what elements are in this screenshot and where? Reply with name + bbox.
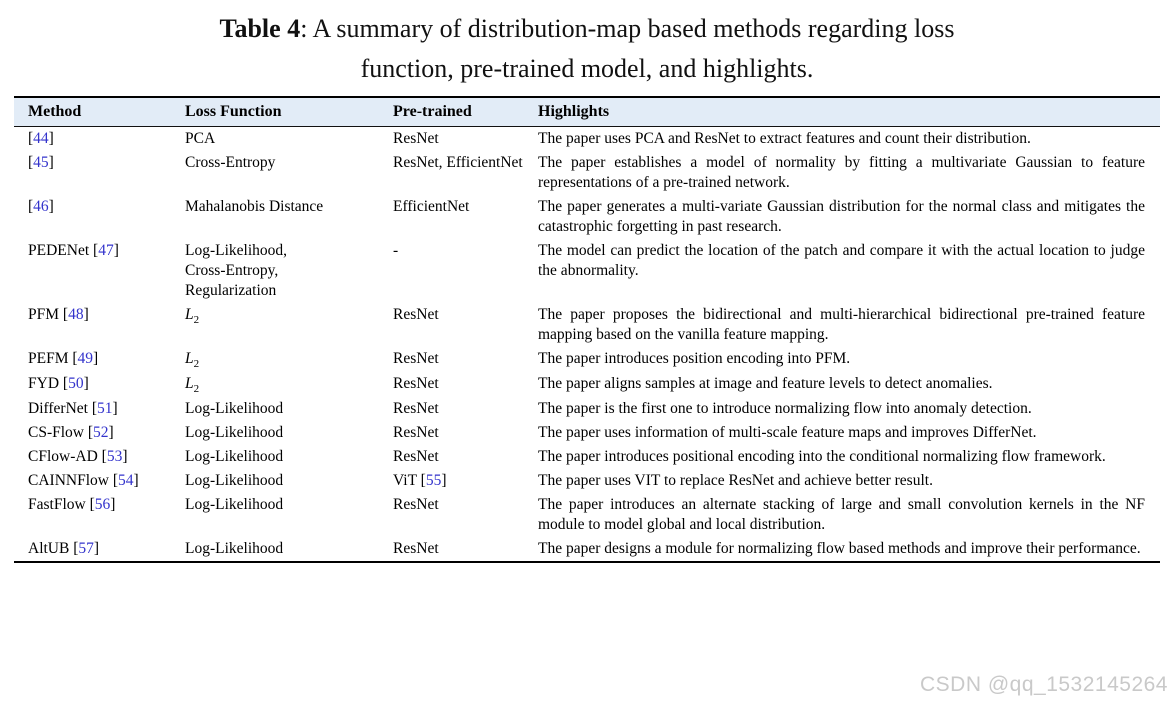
table-row: FastFlow [56] Log-Likelihood ResNet The pap…: [14, 493, 1160, 537]
table-row: CAINNFlow [54] Log-Likelihood ViT [55] The …: [14, 469, 1160, 493]
citation-link[interactable]: 49: [77, 350, 94, 367]
highlight-cell: The paper introduces an alternate stacki…: [538, 496, 1145, 534]
citation-link[interactable]: 50: [68, 375, 84, 393]
loss-cell: Log-Likelihood: [185, 472, 284, 490]
table-header-row: Method Loss Function Pre-trained Highlig…: [14, 97, 1160, 127]
table-caption: Table 4: A summary of distribution-map b…: [0, 0, 1174, 89]
pretrained-cell: ViT [55]: [393, 472, 447, 490]
highlight-cell: The paper aligns samples at image and fe…: [538, 375, 993, 393]
loss-cell: L2: [185, 350, 200, 371]
highlight-cell: The paper introduces position encoding i…: [538, 350, 851, 367]
highlight-cell: The paper uses VIT to replace ResNet and…: [538, 472, 933, 490]
highlight-cell: The paper is the first one to introduce …: [538, 400, 1032, 418]
table-row: DifferNet [51] Log-Likelihood ResNet The pa…: [14, 397, 1160, 421]
method-cell: [46]: [28, 198, 54, 215]
table-row: PFM [48] L2 ResNet The paper proposes the b…: [14, 303, 1160, 347]
table-row: PEDENet [47] Log-Likelihood, Cross-Entropy…: [14, 239, 1160, 303]
citation-link[interactable]: 47: [98, 242, 114, 259]
loss-cell: L2: [185, 375, 200, 396]
highlight-cell: The paper establishes a model of normali…: [538, 154, 1145, 191]
pretrained-cell: ResNet: [393, 424, 439, 442]
method-cell: CFlow-AD [53]: [28, 448, 128, 466]
table-caption-text-line2: function, pre-trained model, and highlig…: [360, 54, 814, 83]
table-header: Method Loss Function Pre-trained Highlig…: [14, 97, 1160, 127]
citation-link[interactable]: 55: [425, 472, 442, 490]
citation-link[interactable]: 52: [93, 424, 109, 442]
pretrained-cell: ResNet: [393, 306, 439, 323]
loss-cell: Log-Likelihood, Cross-Entropy, Regularizat…: [185, 242, 288, 299]
pretrained-cell: ResNet, EfficientNet: [393, 154, 523, 171]
watermark: CSDN @qq_1532145264: [920, 673, 1168, 696]
table-row: [44] PCA ResNet The paper uses PCA and ResN…: [14, 127, 1160, 152]
loss-cell: PCA: [185, 130, 216, 147]
method-cell: PEDENet [47]: [28, 242, 119, 259]
pretrained-cell: EfficientNet: [393, 198, 470, 215]
loss-cell: Mahalanobis Distance: [185, 198, 324, 215]
highlight-cell: The paper generates a multi-variate Gaus…: [538, 198, 1145, 235]
pretrained-cell: ResNet: [393, 130, 439, 147]
pretrained-cell: ResNet: [393, 400, 439, 418]
table-caption-text-line1: : A summary of distribution-map based me…: [300, 14, 955, 43]
pretrained-cell: ResNet: [393, 540, 439, 558]
method-cell: PFM [48]: [28, 306, 89, 323]
method-cell: CAINNFlow [54]: [28, 472, 139, 490]
highlight-cell: The paper uses information of multi-scal…: [538, 424, 1037, 442]
table-caption-number: Table 4: [219, 14, 301, 43]
table-body: [44] PCA ResNet The paper uses PCA and ResN…: [14, 127, 1160, 563]
citation-link[interactable]: 53: [106, 448, 123, 466]
table-row: [46] Mahalanobis Distance EfficientNet The …: [14, 195, 1160, 239]
method-cell: FYD [50]: [28, 375, 89, 393]
loss-cell: Log-Likelihood: [185, 496, 284, 514]
method-cell: AltUB [57]: [28, 540, 100, 558]
loss-cell: Log-Likelihood: [185, 448, 284, 466]
citation-link[interactable]: 48: [68, 306, 84, 323]
pretrained-cell: ResNet: [393, 496, 439, 514]
loss-cell: Log-Likelihood: [185, 400, 284, 418]
table-row: [45] Cross-Entropy ResNet, EfficientNet The…: [14, 151, 1160, 195]
loss-cell: Cross-Entropy: [185, 154, 276, 171]
header-pretrained: Pre-trained: [393, 97, 538, 127]
loss-cell: Log-Likelihood: [185, 424, 284, 442]
table-row: CS-Flow [52] Log-Likelihood ResNet The pape…: [14, 421, 1160, 445]
header-loss-function: Loss Function: [185, 97, 393, 127]
loss-cell: Log-Likelihood: [185, 540, 284, 558]
citation-link[interactable]: 44: [33, 130, 49, 147]
method-cell: DifferNet [51]: [28, 400, 118, 418]
citation-link[interactable]: 57: [78, 540, 94, 558]
citation-link[interactable]: 54: [118, 472, 134, 490]
pretrained-cell: ResNet: [393, 350, 439, 367]
highlight-cell: The paper proposes the bidirectional and…: [538, 306, 1145, 343]
method-cell: CS-Flow [52]: [28, 424, 114, 442]
header-highlights: Highlights: [538, 97, 1160, 127]
table-row: CFlow-AD [53] Log-Likelihood ResNet The pap…: [14, 445, 1160, 469]
citation-link[interactable]: 46: [33, 198, 49, 215]
method-cell: [45]: [28, 154, 54, 171]
pretrained-cell: ResNet: [393, 375, 439, 393]
method-cell: PEFM [49]: [28, 350, 99, 367]
header-method: Method: [14, 97, 185, 127]
highlight-cell: The paper introduces positional encoding…: [538, 448, 1106, 466]
highlight-cell: The paper designs a module for normalizi…: [538, 540, 1141, 558]
highlight-cell: The paper uses PCA and ResNet to extract…: [538, 130, 1031, 147]
table-row: FYD [50] L2 ResNet The paper aligns samples…: [14, 372, 1160, 397]
methods-table: Method Loss Function Pre-trained Highlig…: [14, 96, 1160, 564]
loss-cell: L2: [185, 306, 200, 327]
pretrained-cell: ResNet: [393, 448, 439, 466]
citation-link[interactable]: 56: [94, 496, 111, 514]
table-row: AltUB [57] Log-Likelihood ResNet The paper …: [14, 537, 1160, 562]
citation-link[interactable]: 51: [97, 400, 113, 418]
pretrained-cell: -: [393, 242, 399, 259]
method-cell: FastFlow [56]: [28, 496, 116, 514]
table-row: PEFM [49] L2 ResNet The paper introduces po…: [14, 347, 1160, 372]
citation-link[interactable]: 45: [33, 154, 49, 171]
method-cell: [44]: [28, 130, 54, 147]
highlight-cell: The model can predict the location of th…: [538, 242, 1145, 279]
